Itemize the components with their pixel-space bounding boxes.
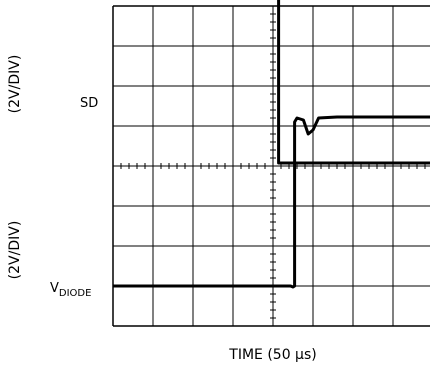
traces bbox=[113, 0, 430, 289]
series-label-vdiode: VDIODE bbox=[50, 281, 91, 299]
series-label-vdiode-sub: DIODE bbox=[59, 288, 92, 299]
y-scale-label-bottom: (2V/DIV) bbox=[7, 221, 23, 280]
axis-ticks bbox=[112, 5, 426, 327]
y-scale-label-top: (2V/DIV) bbox=[7, 55, 23, 114]
trace-sd bbox=[277, 0, 430, 165]
x-axis-label: TIME (50 µs) bbox=[228, 347, 316, 363]
series-label-sd: SD bbox=[80, 96, 98, 111]
series-label-vdiode-main: V bbox=[50, 281, 59, 296]
trace-vdiode bbox=[113, 115, 430, 289]
